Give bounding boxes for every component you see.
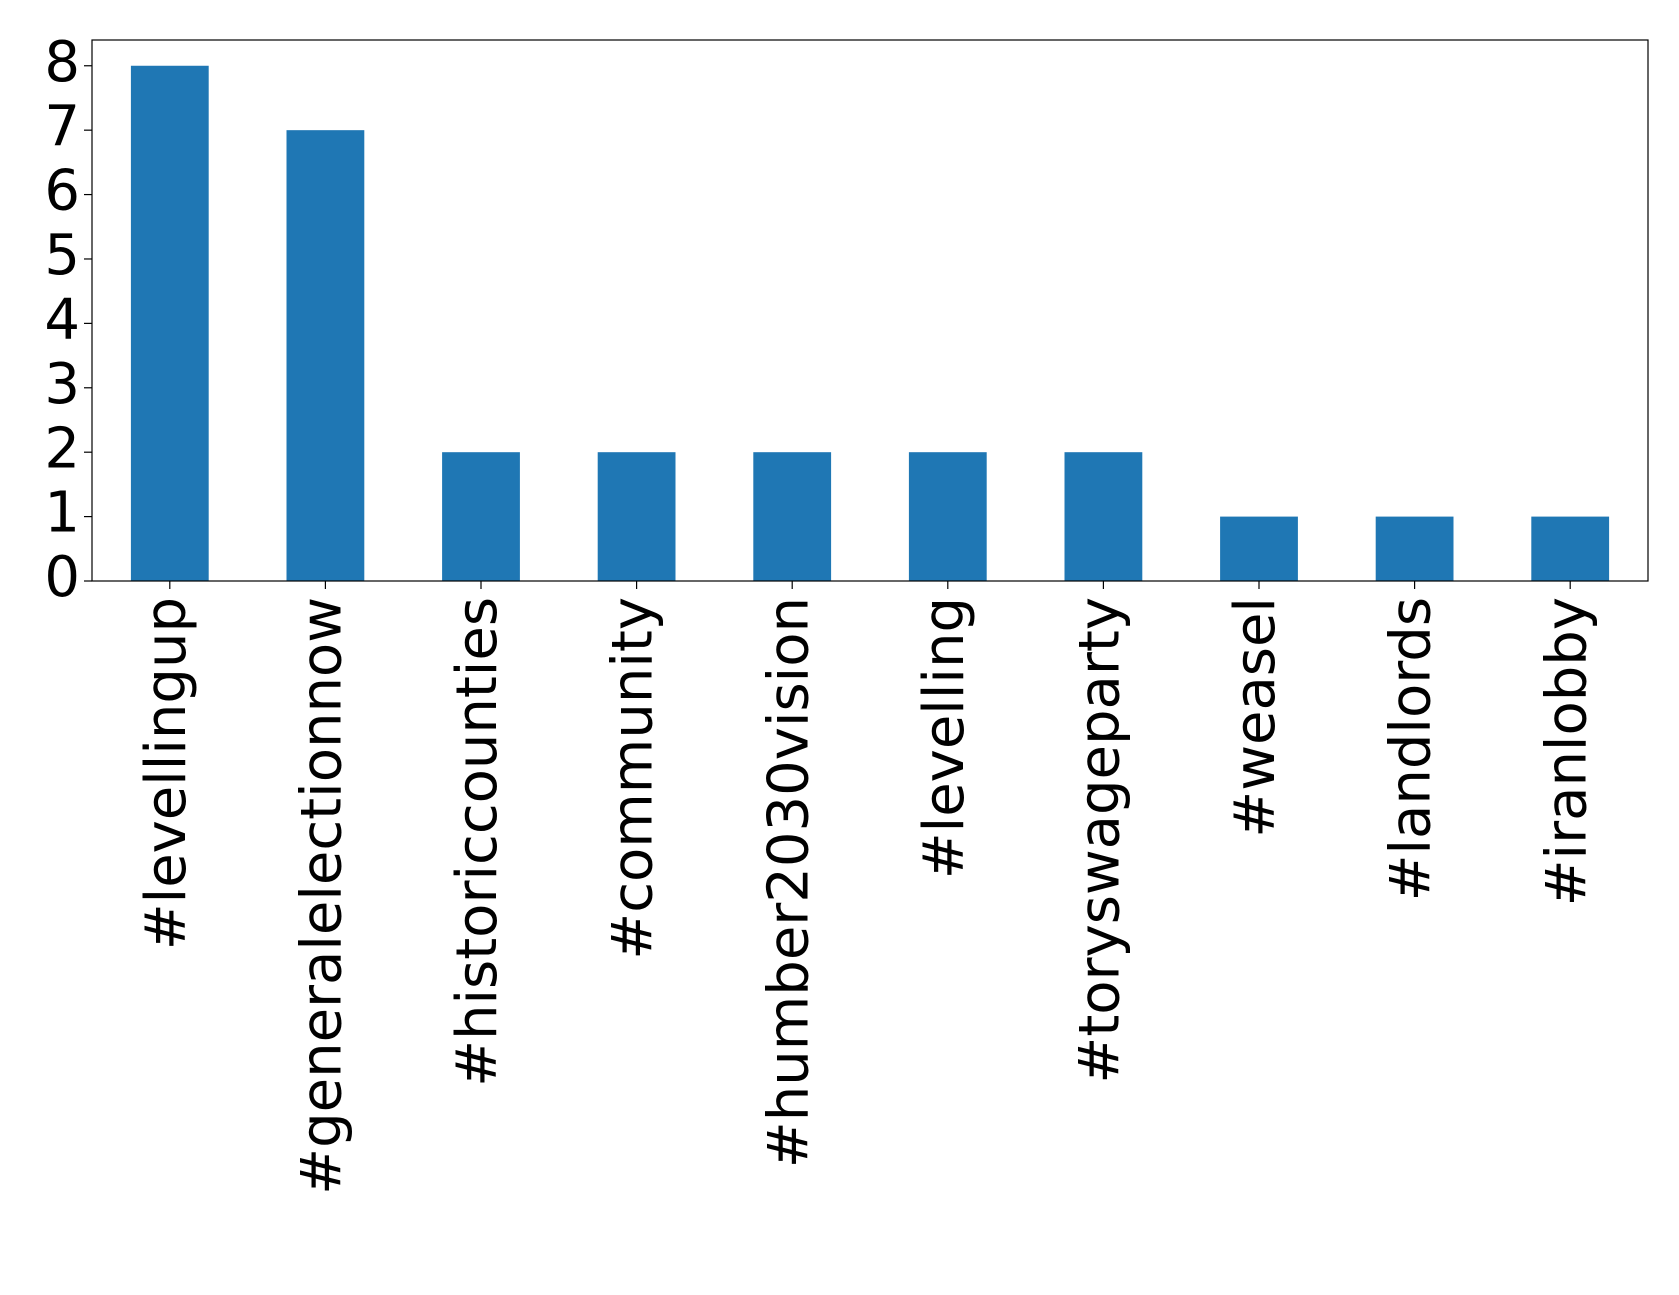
bar <box>597 452 676 581</box>
bar <box>1064 452 1143 581</box>
y-tick-label: 6 <box>44 159 80 224</box>
bar <box>753 452 832 581</box>
x-tick-label: #generalelectionnow <box>290 597 355 1195</box>
bar <box>1375 516 1454 581</box>
y-tick-label: 1 <box>44 481 80 546</box>
y-tick-label: 8 <box>44 30 80 95</box>
x-tick-label: #historiccounties <box>445 597 510 1087</box>
y-tick-label: 5 <box>44 223 80 288</box>
bar <box>442 452 520 581</box>
x-tick-label: #iranlobby <box>1534 597 1599 906</box>
y-tick-label: 4 <box>44 288 80 353</box>
bar <box>1531 516 1610 581</box>
bar <box>286 130 365 581</box>
axes-frame <box>91 39 1649 582</box>
x-tick-label: #levellingup <box>134 597 199 950</box>
y-tick-label: 3 <box>44 352 80 417</box>
bar <box>130 65 209 581</box>
y-tick-label: 0 <box>44 545 80 610</box>
y-tick-label: 7 <box>44 94 80 159</box>
bar <box>1220 516 1298 581</box>
x-tick-label: #landlords <box>1379 597 1444 901</box>
x-tick-label: #levelling <box>912 597 977 879</box>
bar <box>908 452 987 581</box>
x-tick-label: #humber2030vision <box>756 597 821 1168</box>
x-tick-label: #community <box>601 597 666 960</box>
x-tick-label: #weasel <box>1223 597 1288 838</box>
x-tick-label: #toryswageparty <box>1068 597 1133 1084</box>
y-tick-label: 2 <box>44 416 80 481</box>
